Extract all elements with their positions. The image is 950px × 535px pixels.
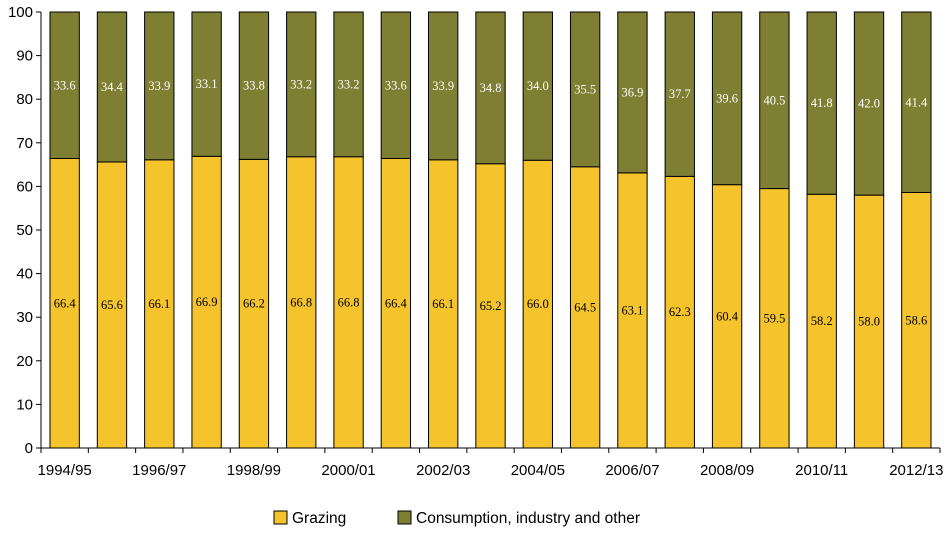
x-tick-label-16: 2010/11 (795, 462, 848, 479)
data-label-consumption-4: 33.8 (243, 79, 265, 93)
legend: Grazing Consumption, industry and other (273, 510, 640, 527)
bar-grazing-14 (711, 184, 743, 449)
legend-swatch-grazing (273, 510, 288, 525)
data-label-consumption-6: 33.2 (338, 77, 360, 91)
data-label-grazing-2: 66.1 (148, 297, 170, 311)
y-tick-label-50: 50 (16, 222, 33, 239)
axes-group: 0 10 20 30 40 50 60 70 80 90 100 1994/95 1996/97 1998… (8, 4, 943, 479)
data-label-consumption-16: 41.8 (811, 96, 833, 110)
data-label-grazing-1: 65.6 (101, 298, 123, 312)
y-tick-label-80: 80 (16, 91, 33, 108)
data-label-consumption-14: 39.6 (716, 91, 738, 105)
bar-consumption-7 (380, 11, 412, 159)
legend-swatch-consumption (397, 510, 412, 525)
x-tick-label-12: 2006/07 (605, 462, 659, 479)
bar-consumption-18 (901, 11, 932, 193)
bars-group (49, 11, 932, 449)
bar-consumption-4 (238, 11, 270, 160)
data-label-consumption-12: 36.9 (622, 85, 644, 99)
bar-consumption-0 (49, 11, 80, 159)
bar-grazing-5 (286, 156, 317, 449)
data-label-consumption-0: 33.6 (54, 78, 76, 92)
y-tick-label-60: 60 (16, 178, 33, 195)
bar-consumption-16 (806, 11, 837, 195)
data-label-grazing-7: 66.4 (385, 296, 408, 310)
data-label-consumption-10: 34.0 (527, 79, 549, 93)
data-label-grazing-15: 59.5 (763, 311, 785, 325)
x-tick-label-6: 2000/01 (321, 462, 375, 479)
data-label-consumption-5: 33.2 (290, 77, 312, 91)
data-label-grazing-14: 60.4 (716, 309, 739, 323)
bar-grazing-8 (428, 159, 459, 449)
data-label-consumption-8: 33.9 (432, 79, 454, 93)
data-label-grazing-13: 62.3 (669, 305, 691, 319)
bar-grazing-0 (49, 158, 80, 449)
x-tick-label-2: 1996/97 (132, 462, 186, 479)
data-label-grazing-0: 66.4 (54, 296, 77, 310)
bar-consumption-9 (475, 11, 506, 165)
data-label-consumption-3: 33.1 (196, 77, 218, 91)
bar-consumption-8 (428, 11, 459, 161)
data-label-grazing-18: 58.6 (905, 313, 927, 327)
y-tick-label-0: 0 (25, 440, 33, 457)
bar-consumption-12 (617, 11, 648, 174)
bar-consumption-10 (522, 11, 553, 161)
x-tick-label-10: 2004/05 (511, 462, 565, 479)
x-tick-label-4: 1998/99 (227, 462, 281, 479)
data-label-grazing-12: 63.1 (622, 303, 644, 317)
y-tick-label-20: 20 (16, 353, 33, 370)
data-label-consumption-7: 33.6 (385, 78, 407, 92)
data-label-consumption-11: 35.5 (574, 82, 596, 96)
data-label-consumption-1: 34.4 (101, 80, 124, 94)
data-labels-group: 66.4 33.6 65.6 34.4 66.1 33.9 66.9 33.1 66.2 33.8… (54, 77, 928, 328)
x-tick-label-14: 2008/09 (700, 462, 754, 479)
bar-consumption-15 (759, 11, 790, 190)
y-tick-label-100: 100 (8, 4, 33, 21)
data-label-consumption-17: 42.0 (858, 97, 880, 111)
bar-grazing-13 (664, 175, 695, 449)
y-tick-label-70: 70 (16, 135, 33, 152)
data-label-grazing-16: 58.2 (811, 314, 833, 328)
data-label-grazing-3: 66.9 (196, 295, 218, 309)
bar-consumption-1 (96, 11, 128, 163)
legend-label-grazing: Grazing (292, 510, 346, 527)
data-label-grazing-11: 64.5 (574, 300, 596, 314)
y-tick-label-40: 40 (16, 266, 33, 283)
data-label-consumption-13: 37.7 (669, 87, 691, 101)
bar-grazing-12 (617, 172, 648, 449)
bar-consumption-3 (191, 11, 222, 157)
x-tick-label-8: 2002/03 (416, 462, 470, 479)
data-label-grazing-8: 66.1 (432, 297, 454, 311)
bar-consumption-13 (664, 11, 695, 177)
data-label-grazing-9: 65.2 (480, 299, 502, 313)
bar-grazing-10 (522, 159, 553, 449)
data-label-grazing-10: 66.0 (527, 297, 549, 311)
y-tick-label-90: 90 (16, 48, 33, 65)
x-tick-label-0: 1994/95 (38, 462, 92, 479)
data-label-grazing-17: 58.0 (858, 315, 880, 329)
data-label-consumption-2: 33.9 (148, 79, 170, 93)
y-tick-label-10: 10 (16, 396, 33, 413)
data-label-grazing-5: 66.8 (290, 295, 312, 309)
data-label-consumption-15: 40.5 (763, 93, 785, 107)
x-tick-label-18: 2012/13 (889, 462, 943, 479)
bar-grazing-9 (475, 163, 506, 449)
bar-consumption-14 (711, 11, 743, 186)
bar-consumption-17 (853, 11, 885, 196)
bar-consumption-2 (144, 11, 175, 161)
data-label-grazing-6: 66.8 (338, 295, 360, 309)
bar-grazing-11 (569, 166, 601, 449)
y-tick-label-30: 30 (16, 309, 33, 326)
bar-consumption-11 (569, 11, 601, 168)
bar-consumption-5 (286, 11, 317, 158)
data-label-consumption-18: 41.4 (905, 95, 928, 109)
legend-label-consumption: Consumption, industry and other (416, 510, 640, 527)
data-label-consumption-9: 34.8 (480, 81, 502, 95)
bar-consumption-6 (333, 11, 364, 158)
data-label-grazing-4: 66.2 (243, 297, 265, 311)
